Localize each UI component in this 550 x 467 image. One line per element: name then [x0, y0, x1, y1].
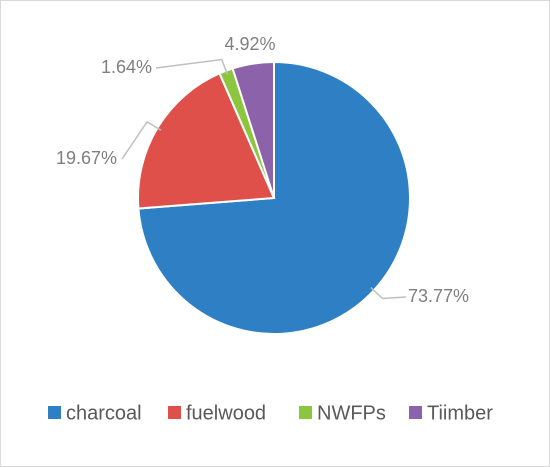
- data-label: 1.64%: [101, 57, 152, 77]
- pie-slice: [231, 60, 275, 199]
- legend-swatch: [48, 406, 61, 419]
- legend-swatch: [409, 406, 422, 419]
- legend-label: Tiimber: [427, 402, 493, 424]
- legend-label: fuelwood: [186, 402, 266, 424]
- legend-label: charcoal: [66, 402, 142, 424]
- legend-swatch: [168, 406, 181, 419]
- data-label: 73.77%: [408, 286, 469, 306]
- leader-line: [121, 120, 162, 160]
- leader-line: [155, 58, 229, 75]
- legend-swatch: [299, 406, 312, 419]
- legend-label: NWFPs: [317, 402, 386, 424]
- data-label: 4.92%: [224, 34, 275, 54]
- data-label: 19.67%: [56, 148, 117, 168]
- leader-line: [370, 287, 407, 300]
